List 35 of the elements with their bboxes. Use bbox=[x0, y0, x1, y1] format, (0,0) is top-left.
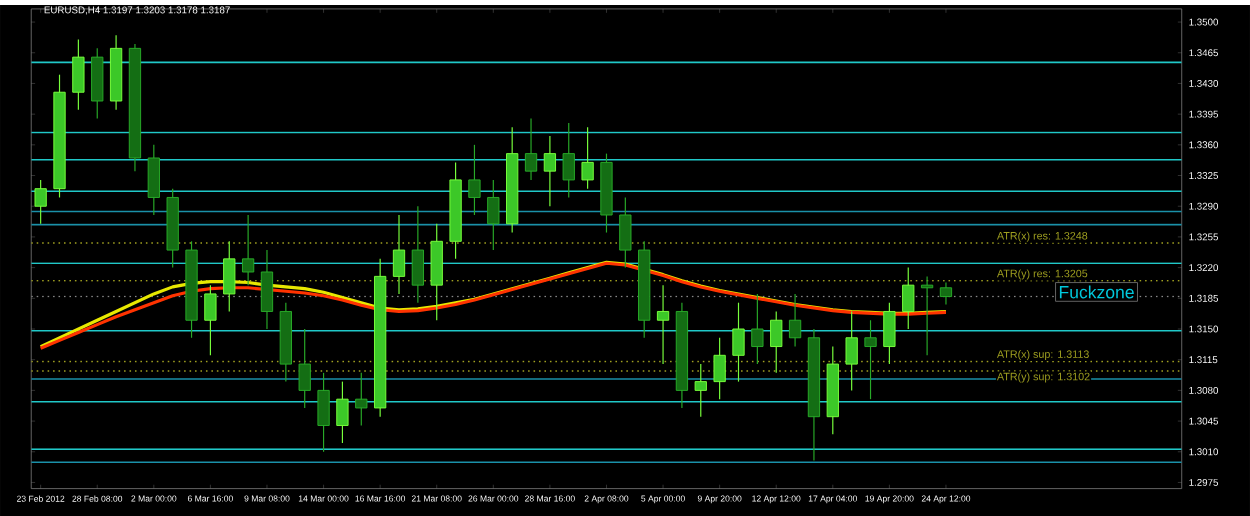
candlestick bbox=[524, 117, 538, 181]
candlestick bbox=[72, 39, 85, 111]
candlestick bbox=[392, 214, 406, 295]
candlestick bbox=[902, 267, 915, 330]
candlestick bbox=[939, 281, 953, 306]
candlestick bbox=[34, 179, 47, 225]
candlestick bbox=[223, 240, 236, 313]
candlestick bbox=[298, 328, 311, 409]
candlestick bbox=[864, 319, 877, 400]
candlestick bbox=[788, 293, 802, 348]
candlestick bbox=[487, 179, 500, 251]
candlestick bbox=[147, 144, 160, 216]
candlestick bbox=[468, 144, 481, 216]
candlestick bbox=[883, 302, 896, 365]
candlestick bbox=[430, 223, 443, 321]
candlestick bbox=[751, 293, 764, 365]
candlestick bbox=[317, 372, 330, 453]
candlestick bbox=[543, 135, 557, 207]
candlestick bbox=[355, 372, 368, 427]
candlestick bbox=[411, 205, 425, 304]
candlestick bbox=[91, 47, 104, 120]
annotation: Fuckzone bbox=[1059, 285, 1134, 299]
candlestick bbox=[204, 284, 217, 356]
candlestick bbox=[562, 122, 575, 199]
candlestick bbox=[770, 310, 783, 374]
candlestick bbox=[260, 249, 274, 330]
candlestick bbox=[656, 284, 670, 365]
candlestick bbox=[581, 126, 594, 190]
candlestick bbox=[694, 363, 707, 418]
candlestick bbox=[732, 302, 745, 383]
candlestick bbox=[845, 310, 858, 392]
candlestick bbox=[619, 196, 632, 269]
candlestick bbox=[713, 337, 726, 400]
candlestick bbox=[336, 381, 349, 444]
candlestick bbox=[241, 214, 255, 286]
